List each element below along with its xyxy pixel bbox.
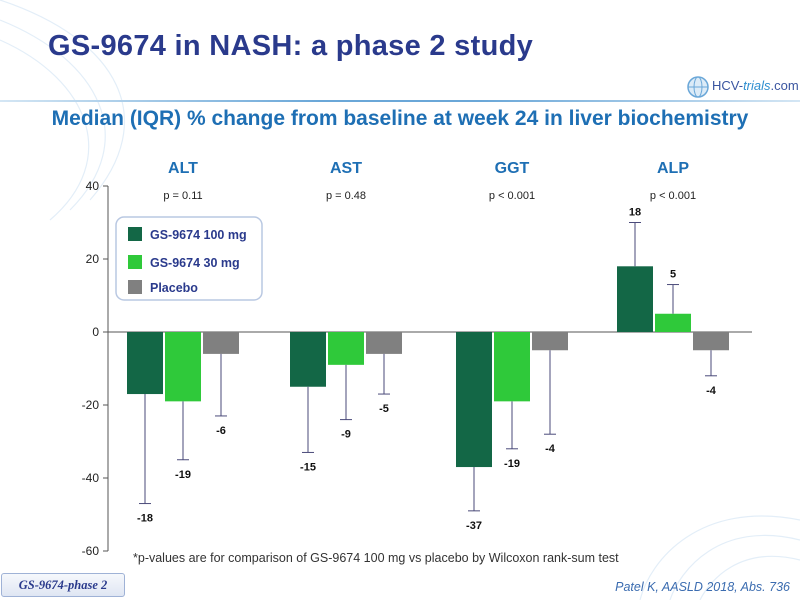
p-value-label: p = 0.48 [326, 190, 366, 202]
legend-label: GS-9674 30 mg [150, 256, 240, 270]
chart-subtitle: Median (IQR) % change from baseline at w… [51, 107, 749, 130]
legend-label: Placebo [150, 281, 198, 295]
data-label: -37 [466, 520, 482, 532]
bar [532, 332, 568, 351]
y-tick-label: -40 [82, 471, 100, 485]
legend-swatch [128, 255, 142, 269]
data-label: -5 [379, 403, 389, 415]
bar [127, 332, 163, 395]
p-value-label: p = 0.11 [163, 190, 202, 202]
bar [456, 332, 492, 468]
y-tick-label: 20 [86, 252, 100, 266]
bar [165, 332, 201, 402]
footnote: *p-values are for comparison of GS-9674 … [133, 551, 619, 565]
data-label: -4 [706, 385, 717, 397]
bar [366, 332, 402, 354]
logo-text: HCV-trials.com [712, 78, 799, 93]
logo-suffix: .com [770, 78, 799, 93]
data-label: -9 [341, 429, 351, 441]
logo-prefix: HCV- [712, 78, 744, 93]
legend-swatch [128, 227, 142, 241]
title-divider [0, 100, 800, 102]
legend-swatch [128, 280, 142, 294]
bar [617, 266, 653, 332]
source-tag: GS-9674-phase 2 [1, 573, 125, 597]
data-label: -19 [175, 469, 191, 481]
globe-icon [687, 76, 709, 98]
logo-middle: trials [743, 78, 771, 93]
category-label: GGT [495, 160, 530, 177]
bar [693, 332, 729, 351]
data-label: -15 [300, 461, 316, 473]
bar [655, 313, 691, 332]
slide-title: GS-9674 in NASH: a phase 2 study [48, 30, 534, 62]
citation: Patel K, AASLD 2018, Abs. 736 [615, 580, 790, 594]
data-label: -19 [504, 458, 520, 470]
category-label: ALT [168, 160, 198, 177]
legend-box [115, 216, 263, 301]
hcv-trials-logo: HCV-trials.com [686, 72, 799, 102]
bar [328, 332, 364, 365]
y-tick-label: -60 [82, 544, 100, 558]
p-value-label: p < 0.001 [489, 190, 535, 202]
y-tick-label: 0 [92, 325, 99, 339]
p-value-label: p < 0.001 [650, 190, 696, 202]
y-tick-label: -20 [82, 398, 100, 412]
bar [494, 332, 530, 402]
data-label: -18 [137, 513, 153, 525]
data-label: -6 [216, 425, 226, 437]
category-label: AST [330, 160, 362, 177]
bar [203, 332, 239, 354]
data-label: -4 [545, 443, 556, 455]
category-label: ALP [657, 160, 689, 177]
data-label: 5 [670, 269, 676, 281]
legend-label: GS-9674 100 mg [150, 228, 247, 242]
bar [290, 332, 326, 387]
data-label: 18 [629, 207, 641, 219]
y-tick-label: 40 [86, 179, 100, 193]
